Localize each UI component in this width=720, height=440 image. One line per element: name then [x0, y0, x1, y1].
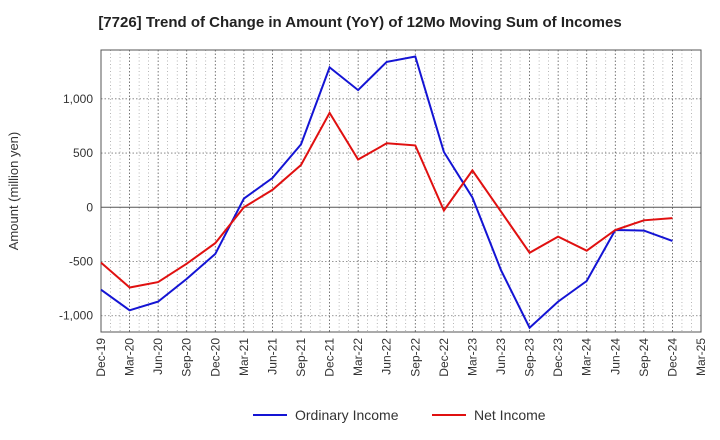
axes: -1,000 -500 0 500 1,000 Dec-19 Mar-20 Jun-20 Sep…: [59, 49, 708, 377]
x-tick-label: Mar-20: [123, 338, 137, 376]
series-lines: [100, 55, 673, 330]
grid-lines: [101, 50, 701, 332]
x-tick-label: Mar-22: [351, 338, 365, 376]
chart-title: [7726] Trend of Change in Amount (YoY) o…: [98, 14, 622, 31]
y-tick-label: 500: [73, 146, 93, 160]
x-tick-label: Mar-23: [465, 338, 479, 376]
series-line-0: [100, 55, 673, 330]
x-tick-label: Dec-20: [208, 338, 222, 377]
x-tick-label: Mar-25: [694, 338, 708, 376]
legend-label: Ordinary Income: [295, 407, 399, 423]
x-tick-label: Dec-23: [551, 338, 565, 377]
x-tick-label: Dec-24: [665, 338, 679, 377]
x-tick-label: Dec-21: [323, 338, 337, 377]
series-line-1: [100, 110, 673, 289]
x-tick-label: Dec-22: [437, 338, 451, 377]
y-axis-label: Amount (million yen): [6, 132, 21, 251]
y-tick-label: 0: [86, 200, 93, 214]
x-tick-label: Sep-23: [523, 338, 537, 377]
x-tick-label: Sep-20: [180, 338, 194, 377]
x-tick-label: Mar-21: [237, 338, 251, 376]
x-tick-label: Sep-21: [294, 338, 308, 377]
y-tick-label: -1,000: [59, 309, 93, 323]
x-tick-label: Mar-24: [580, 338, 594, 376]
x-tick-label: Jun-24: [608, 338, 622, 375]
y-tick-label: 1,000: [63, 92, 93, 106]
x-tick-label: Dec-19: [94, 338, 108, 377]
legend: Ordinary Income Net Income: [253, 407, 546, 423]
x-tick-label: Jun-23: [494, 338, 508, 375]
x-tick-label: Jun-22: [380, 338, 394, 375]
x-tick-label: Jun-20: [151, 338, 165, 375]
x-tick-label: Jun-21: [265, 338, 279, 375]
x-tick-label: Sep-22: [408, 338, 422, 377]
plot-border: [100, 49, 702, 333]
x-tick-label: Sep-24: [637, 338, 651, 377]
y-tick-label: -500: [69, 255, 93, 269]
legend-label: Net Income: [474, 407, 546, 423]
